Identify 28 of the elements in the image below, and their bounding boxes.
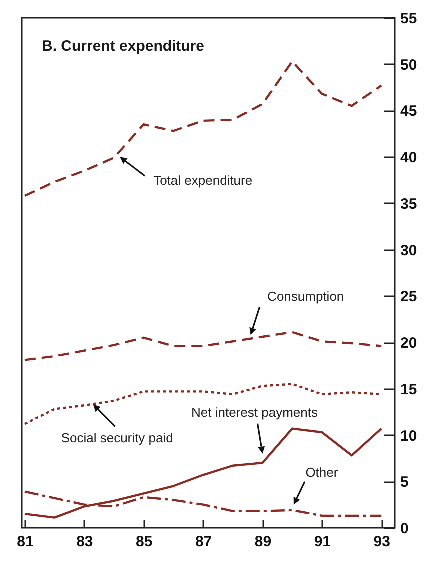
x-tick-label: 83 xyxy=(76,534,94,550)
y-tick-label: 20 xyxy=(400,335,418,352)
y-tick-label: 45 xyxy=(400,103,418,120)
y-tick-label: 55 xyxy=(400,10,418,28)
x-tick-label: 85 xyxy=(136,534,153,550)
y-tick-label: 40 xyxy=(400,150,418,167)
y-tick-label: 15 xyxy=(400,381,418,398)
line-series xyxy=(24,428,383,519)
x-tick-label: 91 xyxy=(314,534,332,550)
annotation: Social security paid xyxy=(61,430,174,446)
y-tick-label: 30 xyxy=(400,242,418,260)
x-tick-label: 81 xyxy=(17,534,34,550)
y-tick-label: 10 xyxy=(400,428,418,445)
annotation: Total expenditure xyxy=(154,173,253,188)
annotation: Consumption xyxy=(268,289,344,304)
annotation: Other xyxy=(306,464,339,480)
x-tick-label: 89 xyxy=(254,534,272,550)
y-tick-label: 0 xyxy=(400,520,409,538)
text: B. Current expenditure xyxy=(42,38,205,55)
line-series xyxy=(24,331,383,362)
y-tick-label: 50 xyxy=(400,56,418,74)
x-tick-label: 93 xyxy=(374,534,390,550)
annotation: Net interest payments xyxy=(192,404,318,420)
y-tick-label: 25 xyxy=(400,288,418,306)
y-tick-label: 35 xyxy=(400,196,418,213)
x-tick-label: 87 xyxy=(195,534,212,550)
line-series xyxy=(24,60,383,198)
y-tick-label: 5 xyxy=(400,474,409,492)
